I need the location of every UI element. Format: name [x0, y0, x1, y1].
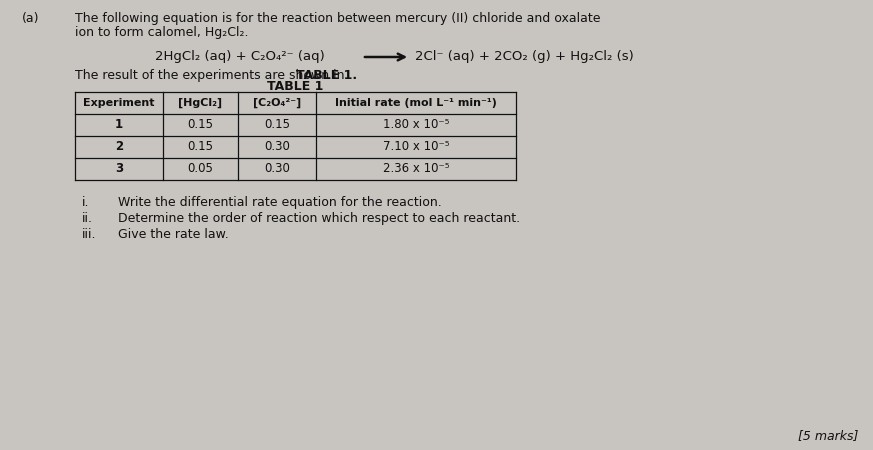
Text: 0.05: 0.05 — [188, 162, 213, 176]
Text: 0.15: 0.15 — [188, 140, 214, 153]
Text: 2HgCl₂ (aq) + C₂O₄²⁻ (aq): 2HgCl₂ (aq) + C₂O₄²⁻ (aq) — [155, 50, 325, 63]
Text: 0.15: 0.15 — [264, 118, 290, 131]
Text: Determine the order of reaction which respect to each reactant.: Determine the order of reaction which re… — [118, 212, 520, 225]
Text: 3: 3 — [115, 162, 123, 176]
Text: [C₂O₄²⁻]: [C₂O₄²⁻] — [253, 98, 301, 108]
Text: (a): (a) — [22, 12, 39, 25]
Text: 0.15: 0.15 — [188, 118, 214, 131]
Text: 1: 1 — [115, 118, 123, 131]
Text: [HgCl₂]: [HgCl₂] — [178, 98, 223, 108]
Text: 2Cl⁻ (aq) + 2CO₂ (g) + Hg₂Cl₂ (s): 2Cl⁻ (aq) + 2CO₂ (g) + Hg₂Cl₂ (s) — [415, 50, 634, 63]
Text: iii.: iii. — [82, 228, 97, 241]
Text: [5 marks]: [5 marks] — [798, 429, 858, 442]
Text: The result of the experiments are shown in: The result of the experiments are shown … — [75, 69, 348, 82]
Text: TABLE 1: TABLE 1 — [267, 80, 324, 93]
Text: 2.36 x 10⁻⁵: 2.36 x 10⁻⁵ — [382, 162, 450, 176]
Text: Write the differential rate equation for the reaction.: Write the differential rate equation for… — [118, 196, 442, 209]
Text: 0.30: 0.30 — [264, 162, 290, 176]
Text: 2: 2 — [115, 140, 123, 153]
Text: 1.80 x 10⁻⁵: 1.80 x 10⁻⁵ — [383, 118, 450, 131]
Text: TABLE 1.: TABLE 1. — [297, 69, 358, 82]
Text: ii.: ii. — [82, 212, 93, 225]
Text: Give the rate law.: Give the rate law. — [118, 228, 229, 241]
Text: Initial rate (mol L⁻¹ min⁻¹): Initial rate (mol L⁻¹ min⁻¹) — [335, 98, 497, 108]
Text: ion to form calomel, Hg₂Cl₂.: ion to form calomel, Hg₂Cl₂. — [75, 26, 249, 39]
Text: The following equation is for the reaction between mercury (II) chloride and oxa: The following equation is for the reacti… — [75, 12, 601, 25]
Text: i.: i. — [82, 196, 90, 209]
Text: 7.10 x 10⁻⁵: 7.10 x 10⁻⁵ — [382, 140, 450, 153]
Text: Experiment: Experiment — [83, 98, 155, 108]
Text: 0.30: 0.30 — [264, 140, 290, 153]
